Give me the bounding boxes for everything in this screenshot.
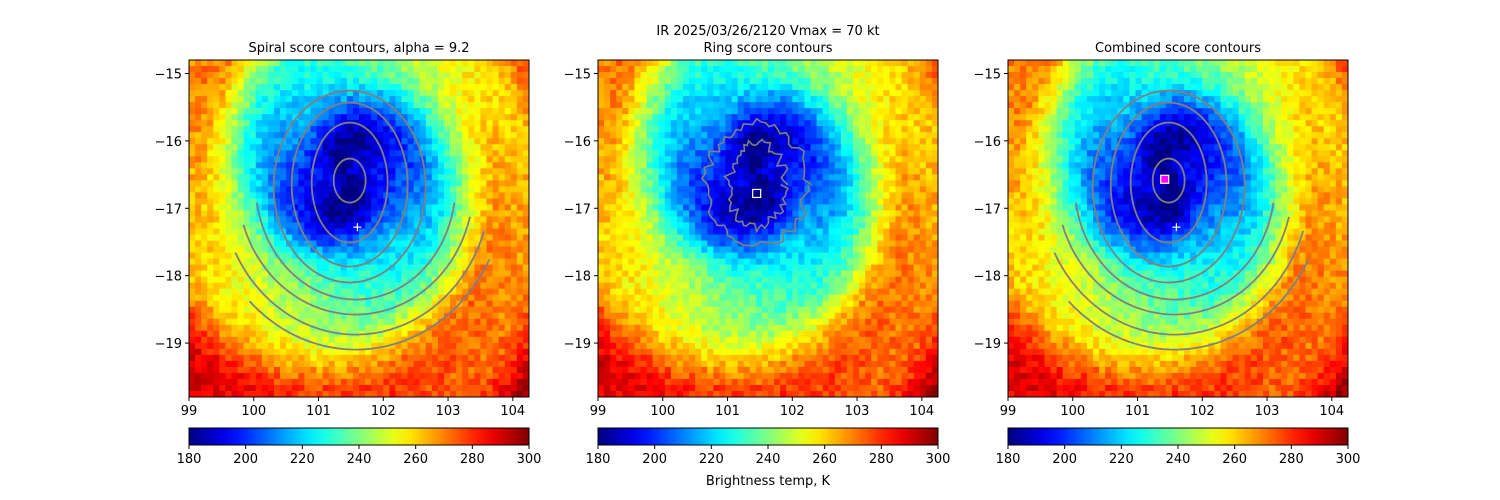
x-tick-label: 100 (241, 404, 266, 419)
ring-contour (723, 138, 790, 234)
x-tick-label: 100 (650, 404, 675, 419)
center-plus-marker (353, 223, 362, 232)
x-tick-label: 102 (1190, 404, 1215, 419)
score-contour (1129, 121, 1208, 244)
colorbar-tick-label: 240 (756, 452, 781, 467)
colorbar-tick-label: 220 (1109, 452, 1134, 467)
colorbar-tick-label: 220 (290, 452, 315, 467)
colorbar-tick-label: 280 (460, 452, 485, 467)
panel-title: Combined score contours (1095, 41, 1261, 56)
spiral-arc-contour (234, 230, 485, 336)
x-tick-label: 101 (306, 404, 331, 419)
colorbar-tick-label: 200 (233, 452, 258, 467)
center-square-marker (752, 188, 762, 199)
spiral-arc-contour (242, 216, 471, 316)
y-tick-label: −18 (564, 270, 591, 285)
x-tick-label: 104 (1319, 404, 1344, 419)
colorbar-tick-label: 240 (347, 452, 372, 467)
x-tick-label: 103 (845, 404, 870, 419)
center-square-marker (1160, 174, 1170, 184)
center-plus-marker (1172, 223, 1181, 232)
x-tick-label: 102 (780, 404, 805, 419)
spiral-arc-contour (1061, 216, 1290, 316)
score-contours (700, 117, 812, 248)
score-contour (1091, 89, 1246, 284)
brightness-temperature-heatmap (1008, 60, 1348, 397)
plot-frame (597, 59, 939, 398)
colorbar-tick-label: 180 (996, 452, 1021, 467)
colorbar (597, 427, 939, 446)
colorbar-tick-label: 260 (403, 452, 428, 467)
spiral-arc-contour (248, 259, 491, 351)
panel-title: Spiral score contours, alpha = 9.2 (248, 41, 469, 56)
spiral-arc-contour (256, 202, 456, 301)
colorbar-tick-label: 260 (1222, 452, 1247, 467)
colorbar-tick-label: 300 (1336, 452, 1361, 467)
y-tick-label: −18 (155, 270, 182, 285)
colorbar-tick-label: 260 (812, 452, 837, 467)
colorbar-tick-label: 200 (1052, 452, 1077, 467)
spiral-arc-contour (1067, 259, 1310, 351)
x-tick-label: 100 (1060, 404, 1085, 419)
colorbar-tick-label: 180 (177, 452, 202, 467)
plot-frame (188, 59, 530, 398)
y-tick-label: −15 (155, 67, 182, 82)
colorbar-tick-label: 280 (1279, 452, 1304, 467)
x-tick-label: 104 (500, 404, 525, 419)
colorbar-tick-label: 300 (926, 452, 951, 467)
spiral-arc-contour (1075, 202, 1275, 301)
panel-title: Ring score contours (703, 41, 832, 56)
y-tick-label: −17 (155, 202, 182, 217)
panel-1: Spiral score contours, alpha = 9.2 99 100 1… (155, 41, 542, 467)
y-tick-label: −19 (564, 337, 591, 352)
panel-3: Combined score contours 99 100 101 102 103 104… (974, 41, 1361, 467)
brightness-temperature-heatmap (598, 60, 938, 397)
x-tick-label: 101 (715, 404, 740, 419)
x-tick-label: 103 (1255, 404, 1280, 419)
y-tick-label: −17 (974, 202, 1001, 217)
score-contour (290, 101, 409, 268)
score-contours (1053, 89, 1310, 351)
colorbar-tick-label: 220 (699, 452, 724, 467)
colorbar-tick-label: 200 (642, 452, 667, 467)
x-tick-label: 101 (1125, 404, 1150, 419)
score-contour (1109, 101, 1228, 268)
x-tick-label: 99 (590, 404, 607, 419)
score-contour (1151, 157, 1186, 204)
y-tick-label: −16 (974, 135, 1001, 150)
x-tick-label: 99 (1000, 404, 1017, 419)
score-contour (332, 157, 367, 204)
score-contour (272, 89, 427, 284)
y-tick-label: −16 (564, 135, 591, 150)
colorbar (1007, 427, 1349, 446)
y-tick-label: −17 (564, 202, 591, 217)
x-tick-label: 99 (181, 404, 198, 419)
score-contour (310, 121, 389, 244)
spiral-arc-contour (1053, 230, 1304, 336)
panel-2: Ring score contours 99 100 101 102 103 104 −15 −… (564, 41, 951, 467)
x-tick-label: 104 (909, 404, 934, 419)
colorbar-tick-label: 180 (586, 452, 611, 467)
colorbar-tick-label: 240 (1166, 452, 1191, 467)
brightness-temperature-heatmap (189, 60, 529, 397)
plot-frame (1007, 59, 1349, 398)
y-tick-label: −19 (155, 337, 182, 352)
y-tick-label: −16 (155, 135, 182, 150)
colorbar-tick-label: 300 (517, 452, 542, 467)
x-tick-label: 103 (436, 404, 461, 419)
y-tick-label: −19 (974, 337, 1001, 352)
y-tick-label: −18 (974, 270, 1001, 285)
figure-suptitle: IR 2025/03/26/2120 Vmax = 70 kt (656, 24, 879, 39)
ring-contour (700, 117, 812, 248)
x-tick-label: 102 (371, 404, 396, 419)
y-tick-label: −15 (974, 67, 1001, 82)
y-tick-label: −15 (564, 67, 591, 82)
score-contours (234, 89, 491, 351)
colorbar-label: Brightness temp, K (706, 474, 831, 489)
colorbar (188, 427, 530, 446)
colorbar-tick-label: 280 (869, 452, 894, 467)
